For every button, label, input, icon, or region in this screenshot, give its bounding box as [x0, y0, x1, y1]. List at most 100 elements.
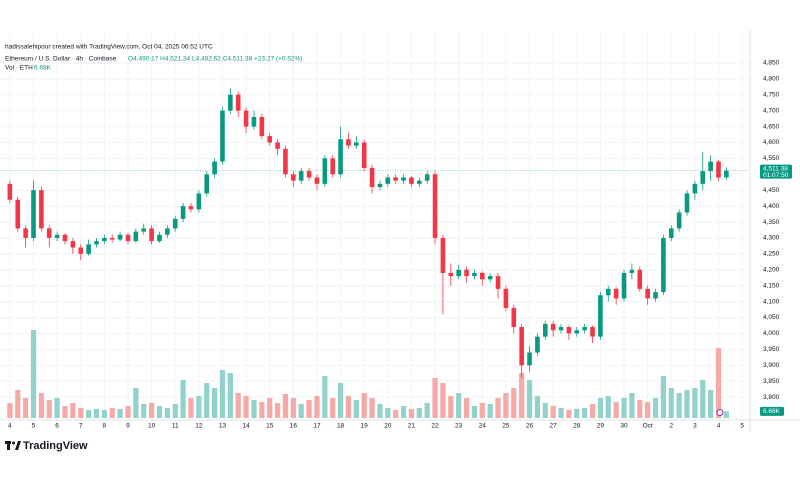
volume-bar [668, 388, 674, 418]
logo-mark [12, 441, 15, 445]
candle-body [724, 170, 729, 178]
volume-bar [377, 404, 383, 418]
volume-bar [337, 383, 344, 418]
x-tick-label: 13 [219, 423, 227, 430]
x-tick-label: 14 [242, 423, 250, 430]
candle-body [519, 327, 524, 366]
x-tick-label: 5 [740, 423, 744, 430]
volume-bar [227, 373, 233, 418]
x-tick-label: Oct [643, 423, 653, 430]
volume-bar [7, 403, 13, 418]
volume-bar [30, 330, 37, 418]
candle-body [661, 237, 666, 293]
volume-bar [156, 406, 163, 418]
y-tick-label: 4,600 [763, 139, 780, 146]
candle-body [361, 142, 367, 168]
candle-body [157, 234, 162, 242]
candle-body [15, 199, 21, 229]
candle-body [479, 272, 485, 280]
y-tick-label: 4,150 [763, 282, 780, 289]
candle-body [102, 237, 107, 242]
countdown: 01:07:50 [763, 172, 789, 179]
candle-body [314, 177, 320, 184]
candle-body [605, 288, 611, 296]
volume-bar [133, 388, 139, 418]
x-tick-label: 21 [408, 423, 416, 430]
candle-body [637, 269, 643, 289]
y-tick-label: 4,750 [763, 91, 780, 98]
event-marker [716, 409, 724, 416]
volume-bar [597, 398, 603, 418]
volume-bar [526, 380, 533, 418]
candle-body [306, 171, 312, 178]
candle-body [70, 241, 76, 248]
volume-bar [440, 383, 446, 418]
y-tick-label: 4,050 [763, 314, 780, 321]
x-tick-label: 24 [479, 423, 487, 430]
volume-bar [574, 409, 580, 418]
candle-body [708, 161, 713, 172]
volume-bar [660, 376, 666, 418]
candle-body [653, 292, 658, 299]
y-tick-label: 4,400 [763, 203, 780, 210]
last-price-label: 4,511.38 [763, 165, 788, 172]
volume-bar [125, 406, 131, 418]
x-tick-label: 9 [126, 423, 130, 430]
x-tick-label: 27 [550, 423, 558, 430]
volume-bar [463, 398, 470, 418]
candle-body [165, 228, 170, 235]
candle-body [46, 228, 52, 238]
candle-body [629, 269, 635, 273]
volume-bar [566, 410, 572, 418]
candle-body [212, 161, 217, 175]
y-tick-label: 3,800 [763, 394, 780, 401]
volume-bar [38, 393, 44, 418]
candle-body [78, 247, 84, 254]
volume-bar [558, 408, 564, 418]
candle-body [346, 139, 351, 146]
candle-body [188, 206, 194, 210]
volume-bar [432, 378, 438, 418]
y-tick-label: 3,950 [763, 346, 780, 353]
candle-body [574, 330, 580, 334]
candle-body [542, 323, 548, 337]
candle-body [417, 180, 422, 184]
last-volume-box [760, 406, 784, 416]
candle-body [117, 234, 123, 240]
volume-bar [692, 388, 698, 418]
volume-bar [621, 398, 627, 418]
x-tick-label: 19 [361, 423, 369, 430]
candle-body [267, 136, 273, 143]
x-tick-label: 20 [384, 423, 392, 430]
candle-body [180, 206, 186, 219]
candle-body [440, 237, 446, 273]
volume-bar [141, 404, 147, 418]
volume-bar [54, 398, 60, 418]
volume-bar [196, 396, 202, 418]
volume-bar [62, 406, 68, 418]
volume-bar [93, 409, 100, 418]
candle-body [432, 174, 438, 238]
y-tick-label: 4,800 [763, 76, 780, 83]
candle-body [23, 228, 28, 238]
candle-body [621, 272, 627, 299]
candle-body [149, 228, 154, 242]
volume-bar [330, 398, 336, 418]
volume-bar [101, 410, 107, 418]
volume-bar [652, 398, 659, 418]
last-price-box [760, 164, 792, 179]
volume-bar [345, 396, 352, 418]
candle-body [456, 269, 461, 277]
symbol: Ethereum / U.S. Dollar · 4h · Coinbase [5, 56, 117, 63]
volume-bar [400, 406, 407, 418]
logo-text: TradingView [23, 440, 88, 452]
y-tick-label: 4,700 [763, 107, 780, 114]
volume-bar [629, 393, 635, 418]
volume-bar [259, 402, 265, 418]
volume-bar [487, 404, 493, 418]
candle-body [487, 276, 493, 280]
candle-body [692, 183, 698, 194]
candle-body [511, 307, 517, 328]
candle-body [133, 231, 139, 242]
volume-bar [274, 403, 281, 418]
